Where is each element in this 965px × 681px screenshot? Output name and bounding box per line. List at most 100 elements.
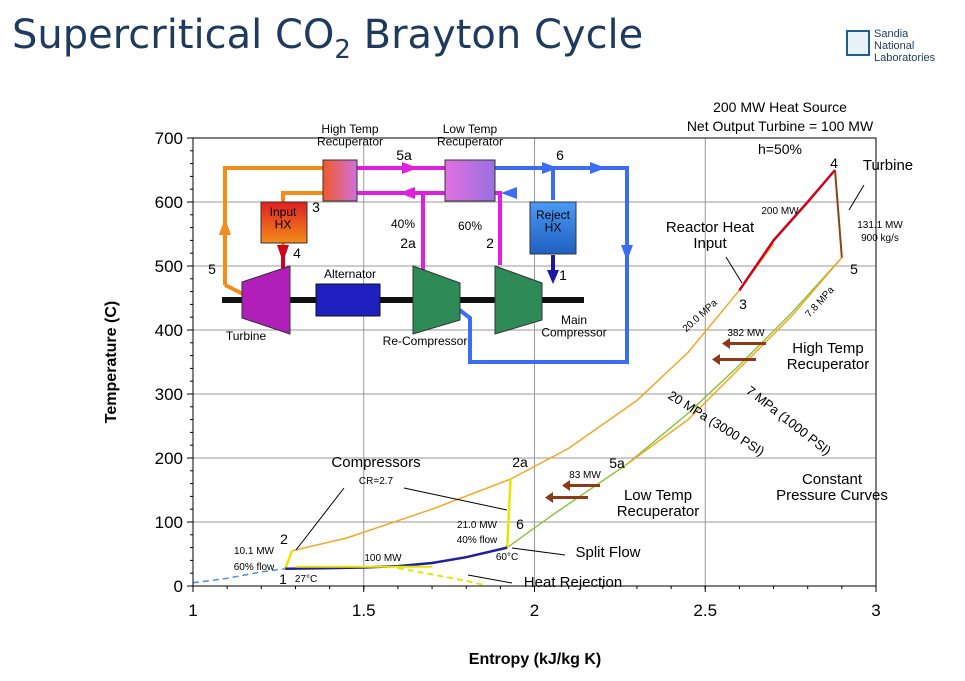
schem-recompressor: Re-Compressor bbox=[383, 334, 468, 348]
x-tick-label: 1 bbox=[188, 601, 197, 620]
schem-reject-hx: Reject HX bbox=[536, 208, 571, 235]
schem-n2a: 2a bbox=[400, 235, 416, 251]
isobar-7mpa-green bbox=[506, 257, 843, 549]
y-tick-label: 300 bbox=[155, 385, 183, 404]
isobar-7mpa bbox=[626, 257, 843, 466]
lt-recup-label: Low Temp Recuperator bbox=[617, 487, 700, 520]
y-tick-label: 700 bbox=[155, 129, 183, 148]
re-compression bbox=[505, 479, 512, 548]
mw200-label: 200 MW bbox=[761, 206, 799, 217]
schem-pct40: 40% bbox=[391, 217, 415, 231]
x-axis-label: Entropy (kJ/kg K) bbox=[469, 651, 601, 668]
pointer-arrow bbox=[511, 547, 566, 556]
mw382-label: 382 MW bbox=[727, 328, 765, 339]
schem-turbine: Turbine bbox=[226, 329, 267, 343]
thunderbird-icon bbox=[846, 30, 870, 56]
point-6: 6 bbox=[516, 516, 524, 532]
schem-n2: 2 bbox=[486, 235, 494, 251]
flow60-label: 60% flow bbox=[234, 562, 275, 573]
point-5a: 5a bbox=[609, 455, 625, 471]
hot-flow-line bbox=[223, 166, 323, 285]
axis-ticks: 1 1.5 2 2.5 3 0 100 200 300 400 500 600 700 bbox=[155, 129, 881, 620]
cooling-dash bbox=[397, 567, 484, 586]
main-compression bbox=[284, 550, 294, 570]
alternator-shape bbox=[315, 283, 381, 317]
schem-n3: 3 bbox=[312, 199, 320, 215]
constant-pressure-label: Constant Pressure Curves bbox=[776, 471, 888, 504]
y-axis-label: Temperature (C) bbox=[103, 301, 120, 423]
pointer-arrow bbox=[403, 487, 508, 511]
split-flow-label: Split Flow bbox=[575, 544, 640, 561]
saturation-dash bbox=[192, 567, 286, 584]
recompressor-shape bbox=[412, 265, 461, 335]
schem-n4: 4 bbox=[293, 245, 301, 261]
schem-main-compressor: Main Compressor bbox=[541, 313, 606, 340]
kgs900-label: 900 kg/s bbox=[861, 233, 899, 244]
x-tick-label: 1.5 bbox=[352, 601, 376, 620]
turbine-label: Turbine bbox=[863, 157, 913, 174]
pointer-arrow bbox=[467, 574, 513, 584]
schem-ht-recup: High Temp Recuperator bbox=[317, 122, 383, 149]
heat-rejection-label: Heat Rejection bbox=[524, 574, 622, 591]
schem-n5: 5 bbox=[208, 261, 216, 277]
c27-label: 27°C bbox=[295, 574, 317, 585]
flow40-label: 40% flow bbox=[457, 535, 498, 546]
heat-arrow bbox=[545, 492, 588, 503]
turbine-shape bbox=[241, 265, 291, 335]
ht-recuperator-box-2 bbox=[322, 159, 358, 202]
reject-hx-box bbox=[529, 201, 577, 255]
ht-recup-label: High Temp Recuperator bbox=[787, 340, 870, 373]
point-3: 3 bbox=[739, 296, 747, 312]
y-tick-label: 500 bbox=[155, 257, 183, 276]
point-2: 2 bbox=[280, 531, 288, 547]
y-tick-label: 0 bbox=[174, 577, 183, 596]
point-4: 4 bbox=[830, 155, 838, 171]
pointer-arrow bbox=[295, 487, 345, 551]
y-tick-label: 600 bbox=[155, 193, 183, 212]
cycle-curves bbox=[192, 169, 843, 586]
mw21-label: 21.0 MW bbox=[457, 520, 498, 531]
cycle-schematic: High Temp Recuperator Low Temp Recuperator… bbox=[208, 122, 633, 364]
heat-arrow bbox=[712, 354, 756, 365]
input-hx-box bbox=[260, 201, 308, 244]
schem-n5a: 5a bbox=[396, 147, 412, 163]
schem-n6: 6 bbox=[556, 147, 564, 163]
lt-recuperator-box bbox=[444, 159, 496, 202]
turbine-expansion bbox=[834, 169, 843, 258]
efficiency-label: h=50% bbox=[758, 141, 802, 157]
point-5: 5 bbox=[850, 261, 858, 277]
mw131-label: 131.1 MW bbox=[857, 220, 903, 231]
x-tick-label: 2 bbox=[530, 601, 539, 620]
x-tick-label: 3 bbox=[871, 601, 880, 620]
flow-arrow bbox=[219, 218, 231, 235]
mw83-label: 83 MW bbox=[569, 470, 601, 481]
mpa20-label: 20.0 MPa bbox=[681, 297, 720, 334]
slide-title: Supercritical CO2 Brayton Cycle bbox=[12, 12, 644, 65]
y-tick-label: 200 bbox=[155, 449, 183, 468]
mw100-label: 100 MW bbox=[364, 553, 402, 564]
heat-arrow bbox=[562, 480, 600, 491]
y-tick-label: 100 bbox=[155, 513, 183, 532]
y-tick-label: 400 bbox=[155, 321, 183, 340]
cr-label: CR=2.7 bbox=[359, 476, 394, 487]
schem-alternator: Alternator bbox=[324, 267, 376, 281]
compressors-label: Compressors bbox=[331, 454, 420, 471]
schem-lt-recup: Low Temp Recuperator bbox=[437, 122, 503, 149]
point-2a: 2a bbox=[512, 454, 528, 470]
mpa78-label: 7.8 MPa bbox=[804, 284, 837, 319]
sandia-logo: Sandia National Laboratories bbox=[846, 26, 958, 70]
c60-label: 60°C bbox=[496, 552, 518, 563]
isobar-20mpa bbox=[291, 243, 775, 552]
pointer-arrow bbox=[725, 256, 743, 284]
schem-input-hx: Input HX bbox=[270, 205, 297, 232]
point-1: 1 bbox=[279, 571, 287, 587]
logo-text: Sandia National Laboratories bbox=[874, 28, 936, 64]
shaft bbox=[222, 297, 584, 303]
schem-pct60: 60% bbox=[458, 219, 482, 233]
heat-source-label: 200 MW Heat Source bbox=[713, 99, 847, 115]
net-output-label: Net Output Turbine = 100 MW bbox=[687, 118, 874, 134]
reactor-heat-label: Reactor Heat Input bbox=[666, 219, 755, 252]
heat-input-curve bbox=[738, 169, 836, 292]
mw10-label: 10.1 MW bbox=[234, 546, 275, 557]
